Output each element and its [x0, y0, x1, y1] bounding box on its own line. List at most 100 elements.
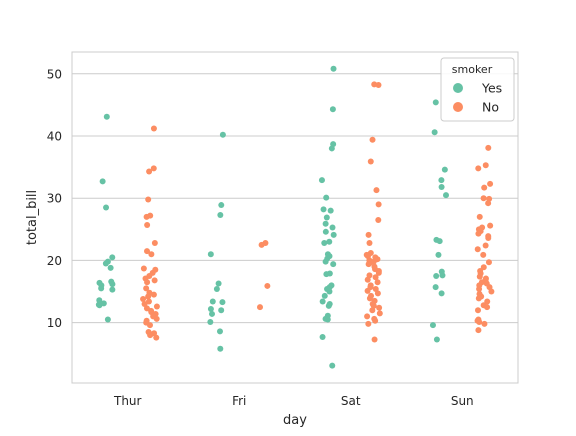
point-no-sat: [372, 274, 379, 281]
point-yes-sat: [319, 333, 326, 340]
point-yes-fri: [207, 319, 214, 326]
point-no-sat: [376, 310, 383, 317]
point-no-sat: [365, 231, 372, 238]
point-no-sun: [474, 246, 481, 253]
point-no-sat: [375, 201, 382, 208]
point-yes-fri: [216, 328, 223, 335]
point-yes-sat: [330, 231, 337, 238]
point-yes-thur: [109, 286, 116, 293]
point-no-sun: [474, 307, 481, 314]
point-yes-fri: [209, 298, 216, 305]
point-no-thur: [153, 315, 160, 322]
point-no-sat: [364, 313, 371, 320]
point-no-sun: [485, 200, 492, 207]
point-no-sat: [372, 317, 379, 324]
point-yes-fri: [217, 345, 224, 352]
point-yes-sun: [441, 166, 448, 173]
data-points: [95, 65, 495, 369]
point-yes-thur: [109, 254, 116, 261]
point-yes-sat: [329, 362, 336, 369]
point-no-sun: [484, 298, 491, 305]
point-yes-sun: [432, 99, 439, 106]
point-yes-sat: [323, 271, 330, 278]
point-yes-sun: [438, 290, 445, 297]
point-yes-sat: [322, 220, 329, 227]
legend-label-no: No: [482, 100, 499, 115]
point-no-fri: [257, 304, 263, 311]
y-tick-label: 20: [47, 254, 62, 268]
x-tick-label-sun: Sun: [451, 394, 474, 408]
point-no-sun: [480, 264, 487, 271]
y-tick-label: 10: [47, 316, 62, 330]
point-no-sat: [374, 279, 381, 286]
point-yes-sat: [327, 207, 334, 214]
point-yes-fri: [218, 307, 225, 314]
legend-title: smoker: [452, 63, 493, 76]
point-yes-fri: [207, 251, 214, 258]
point-no-thur: [145, 293, 152, 300]
x-axis-label: day: [283, 413, 307, 428]
point-yes-sun: [432, 284, 439, 291]
point-no-sun: [476, 273, 483, 280]
point-yes-sat: [325, 302, 332, 309]
point-no-sun: [487, 222, 494, 229]
point-no-sat: [374, 290, 381, 297]
point-yes-sat: [321, 292, 328, 299]
point-no-sat: [366, 295, 373, 302]
point-no-thur: [146, 322, 153, 329]
point-no-sat: [369, 307, 376, 314]
point-yes-sat: [330, 261, 337, 268]
point-no-sat: [365, 320, 372, 327]
point-no-thur: [145, 298, 152, 305]
point-no-thur: [150, 165, 157, 172]
point-no-thur: [153, 303, 160, 310]
point-no-thur: [150, 125, 157, 132]
point-yes-fri: [218, 202, 225, 209]
point-yes-sun: [433, 272, 440, 279]
point-yes-sun: [431, 129, 438, 136]
point-yes-sat: [326, 238, 333, 245]
point-no-fri: [264, 282, 271, 289]
legend: smoker Yes No: [440, 57, 515, 122]
point-yes-thur: [99, 178, 106, 185]
point-no-thur: [150, 291, 157, 298]
point-no-sun: [488, 288, 495, 295]
point-no-sat: [366, 240, 373, 247]
point-no-sat: [375, 216, 382, 223]
point-yes-sat: [329, 224, 336, 231]
point-yes-fri: [213, 286, 220, 293]
point-no-fri: [258, 241, 265, 248]
point-no-sun: [481, 184, 488, 191]
point-no-thur: [147, 332, 154, 339]
point-no-thur: [143, 285, 150, 292]
point-no-sat: [376, 304, 383, 311]
point-no-sun: [481, 320, 488, 327]
point-no-sun: [485, 144, 492, 151]
point-yes-thur: [107, 264, 114, 271]
point-no-thur: [153, 334, 160, 341]
point-no-thur: [144, 221, 151, 228]
point-no-sun: [476, 213, 483, 220]
point-yes-thur: [109, 281, 116, 288]
point-yes-sat: [330, 65, 337, 72]
point-no-sat: [369, 136, 376, 143]
point-no-sun: [475, 165, 482, 172]
point-no-sun: [482, 162, 489, 169]
point-no-sun: [484, 304, 491, 311]
point-no-sun: [475, 327, 482, 334]
y-axis-label: total_bill: [25, 190, 40, 245]
point-yes-sun: [435, 251, 442, 258]
point-yes-sun: [438, 184, 445, 191]
point-yes-fri: [207, 305, 214, 312]
point-no-sun: [480, 251, 487, 258]
point-no-thur: [151, 277, 158, 284]
legend-marker-yes: [453, 83, 463, 93]
point-yes-sun: [436, 238, 443, 245]
point-yes-thur: [96, 297, 103, 304]
y-tick-label: 40: [47, 129, 62, 143]
point-yes-sat: [326, 288, 333, 295]
point-yes-sat: [320, 206, 327, 213]
y-tick-label: 30: [47, 192, 62, 206]
point-yes-fri: [209, 310, 215, 317]
